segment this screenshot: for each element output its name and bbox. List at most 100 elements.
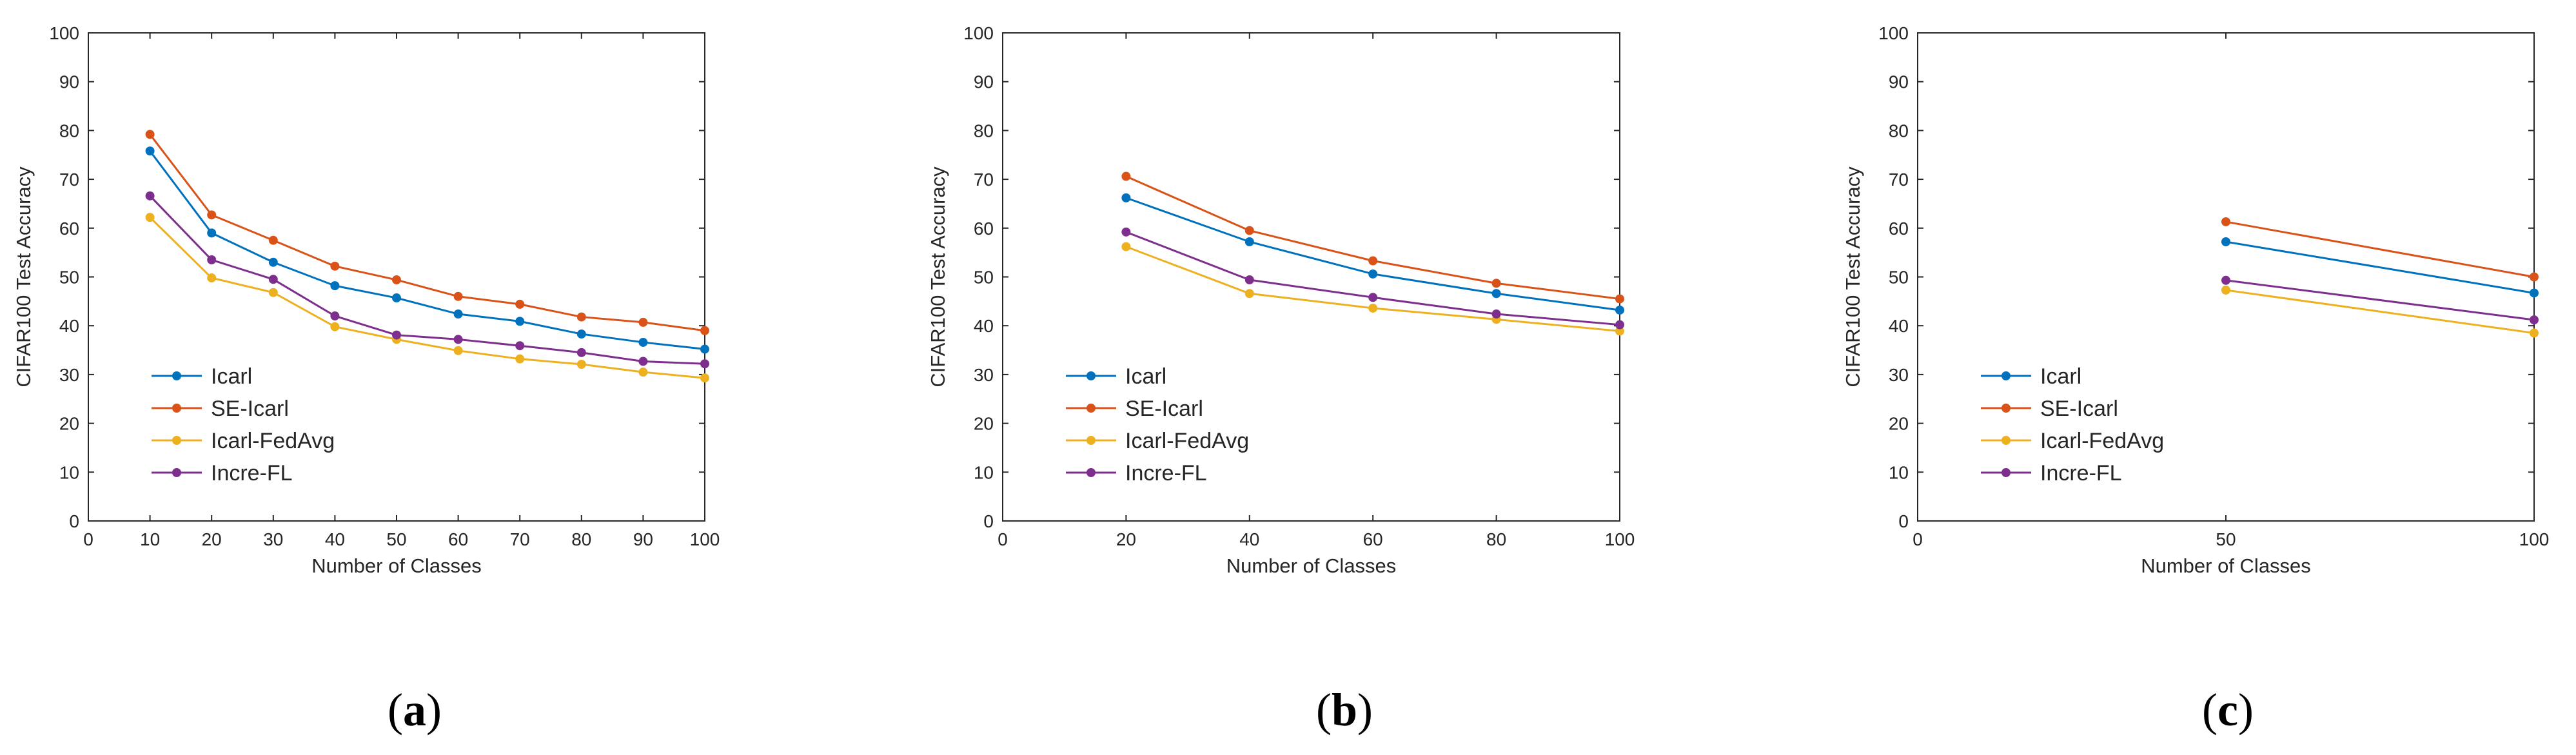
data-point — [1244, 289, 1254, 299]
data-point — [330, 311, 340, 321]
x-tick-label: 0 — [83, 529, 93, 549]
x-tick-label: 0 — [1912, 529, 1923, 549]
y-tick-label: 40 — [974, 316, 994, 336]
x-tick-label: 100 — [1605, 529, 1635, 549]
data-point — [330, 281, 340, 291]
legend-label: Incre-FL — [1125, 461, 1207, 485]
y-tick-label: 100 — [49, 23, 79, 43]
x-axis-label: Number of Classes — [2141, 554, 2311, 577]
y-tick-label: 20 — [974, 414, 994, 434]
x-axis-label: Number of Classes — [311, 554, 482, 577]
panel-label: (b) — [1316, 684, 1373, 736]
x-tick-label: 40 — [325, 529, 345, 549]
legend-marker — [2001, 436, 2011, 445]
y-tick-label: 0 — [69, 511, 79, 531]
data-point — [515, 317, 525, 326]
series-se-icarl — [1121, 172, 1624, 304]
legend-label: Incre-FL — [211, 461, 293, 485]
legend-marker — [2001, 468, 2011, 477]
data-point — [700, 359, 709, 369]
data-point — [638, 317, 648, 327]
plot-frame — [1002, 32, 1620, 522]
data-point — [2221, 217, 2230, 226]
series-line — [1125, 175, 1620, 300]
data-point — [145, 213, 155, 222]
y-tick-label: 50 — [974, 268, 994, 288]
chart-panel-b: 0 20 40 60 80 100 0 10 20 30 40 50 60 70 80 90 100 Number… — [927, 23, 1635, 736]
x-tick-label: 0 — [998, 529, 1008, 549]
legend-marker — [1086, 404, 1096, 413]
x-tick-label: 20 — [1116, 529, 1136, 549]
data-point — [1368, 269, 1378, 279]
data-point — [576, 348, 586, 357]
series-line — [2225, 240, 2535, 294]
data-point — [268, 275, 278, 284]
y-tick-label: 80 — [1889, 121, 1909, 141]
data-point — [2221, 275, 2230, 285]
data-point — [1491, 309, 1501, 319]
x-tick-label: 80 — [1486, 529, 1506, 549]
y-tick-label: 20 — [59, 414, 79, 434]
data-point — [145, 130, 155, 139]
data-point — [1368, 256, 1378, 266]
series-line — [149, 150, 705, 351]
y-tick-label: 30 — [59, 365, 79, 385]
series-line — [2225, 289, 2535, 335]
data-point — [515, 341, 525, 351]
series-incre-fl — [1121, 227, 1624, 329]
data-point — [207, 228, 217, 238]
data-point — [453, 309, 463, 319]
panel-letter: a — [403, 684, 426, 736]
data-point — [1368, 293, 1378, 302]
data-point — [145, 191, 155, 201]
y-tick-label: 60 — [59, 219, 79, 239]
data-point — [1615, 305, 1624, 315]
data-point — [2221, 285, 2230, 295]
y-tick-label: 40 — [1889, 316, 1909, 336]
y-tick-label: 90 — [59, 72, 79, 92]
x-tick-label: 100 — [690, 529, 720, 549]
data-point — [453, 335, 463, 344]
data-point — [330, 261, 340, 271]
y-tick-label: 80 — [974, 121, 994, 141]
data-point — [1244, 237, 1254, 246]
legend-marker — [1086, 436, 1096, 445]
panel-label: (c) — [2202, 684, 2254, 736]
series-incre-fl — [2221, 275, 2539, 325]
x-tick-label: 50 — [2216, 529, 2236, 549]
data-point — [268, 257, 278, 267]
y-tick-label: 70 — [1889, 170, 1909, 190]
y-tick-label: 10 — [59, 462, 79, 482]
data-point — [515, 354, 525, 364]
y-tick-label: 0 — [1898, 511, 1909, 531]
data-point — [2530, 288, 2539, 298]
data-point — [638, 368, 648, 377]
y-tick-label: 100 — [1878, 23, 1909, 43]
data-point — [453, 346, 463, 355]
legend-marker — [2001, 404, 2011, 413]
data-point — [2530, 328, 2539, 338]
series-icarl — [145, 146, 709, 354]
legend-label: SE-Icarl — [211, 397, 289, 421]
series-icarl-fedavg — [1121, 242, 1624, 336]
data-point — [1491, 289, 1501, 299]
y-tick-label: 60 — [1889, 219, 1909, 239]
data-point — [1368, 303, 1378, 313]
y-tick-label: 30 — [974, 365, 994, 385]
data-point — [1121, 242, 1131, 251]
data-point — [268, 235, 278, 245]
legend-label: Icarl — [2040, 364, 2081, 389]
legend-marker — [1086, 371, 1096, 380]
x-tick-label: 100 — [2519, 529, 2550, 549]
data-point — [392, 330, 401, 340]
legend-label: Icarl-FedAvg — [2040, 429, 2164, 453]
y-axis-label: CIFAR100 Test Accuracy — [12, 166, 35, 387]
data-point — [1244, 275, 1254, 285]
data-point — [1121, 227, 1131, 237]
y-tick-label: 60 — [974, 219, 994, 239]
y-axis-label: CIFAR100 Test Accuracy — [927, 166, 949, 387]
data-point — [638, 337, 648, 347]
y-tick-label: 90 — [1889, 72, 1909, 92]
data-point — [453, 291, 463, 301]
panel-label: (a) — [388, 684, 442, 736]
